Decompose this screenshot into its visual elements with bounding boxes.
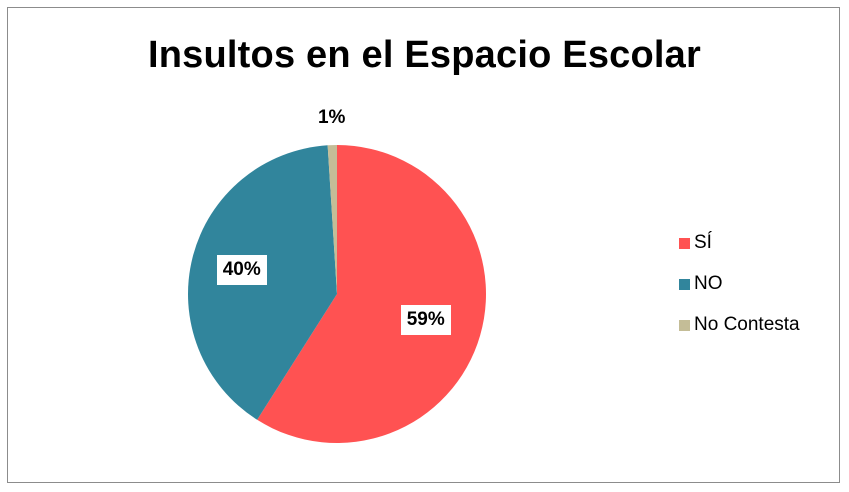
data-label-1: 40% [216, 254, 267, 285]
legend-item-1: NO [679, 273, 723, 295]
data-label-0: 59% [400, 304, 451, 335]
legend-item-0: SÍ [679, 232, 712, 254]
legend-swatch-2 [679, 319, 690, 331]
legend-label-0: SÍ [694, 232, 712, 253]
legend-label-1: NO [694, 273, 723, 294]
legend-label-2: No Contesta [694, 314, 800, 335]
legend-swatch-1 [679, 278, 690, 290]
data-label-2: 1% [317, 107, 346, 129]
legend-swatch-0 [679, 237, 690, 249]
pie-slice-2 [327, 145, 337, 294]
pie-slice-0 [257, 145, 486, 443]
chart-title: Insultos en el Espacio Escolar [148, 34, 701, 76]
legend-item-2: No Contesta [679, 314, 800, 336]
